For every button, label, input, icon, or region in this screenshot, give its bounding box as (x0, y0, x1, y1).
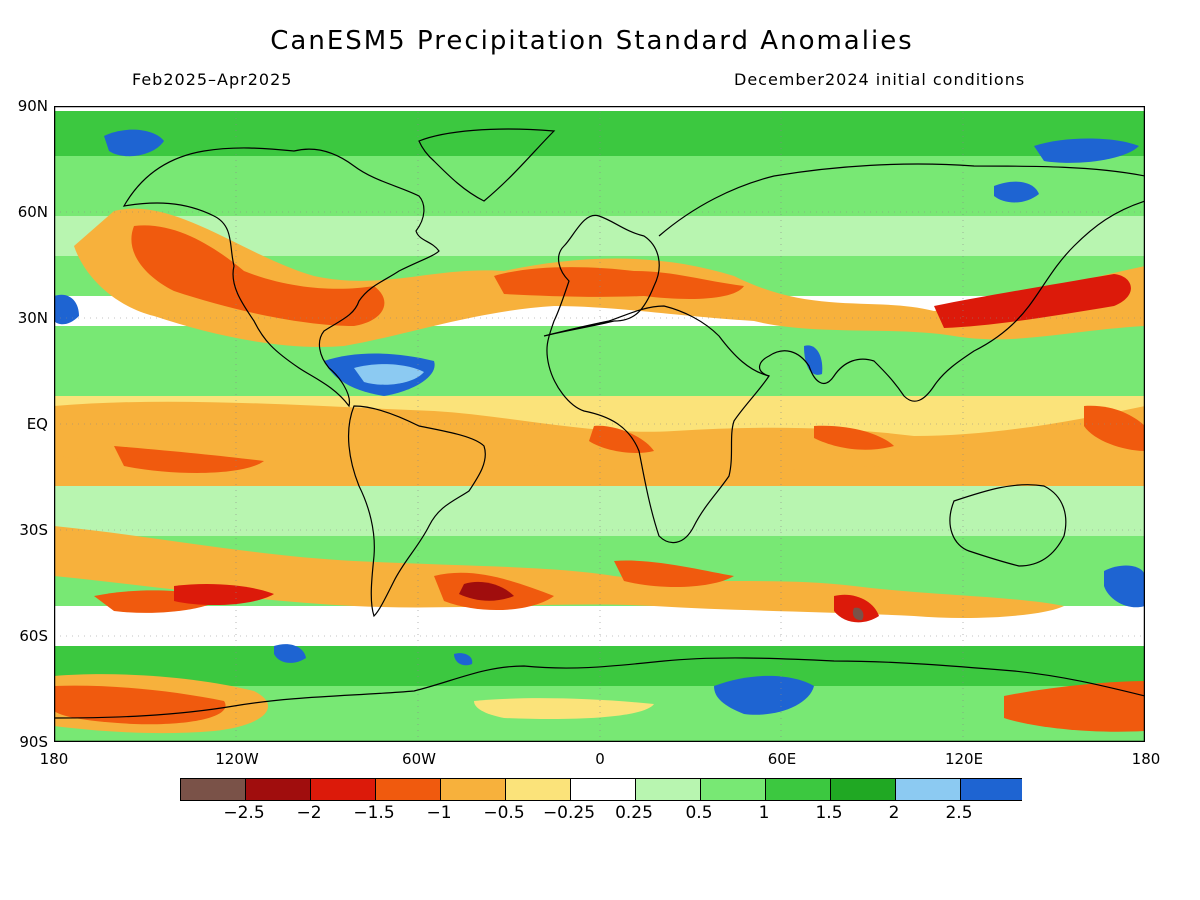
legend-swatch (700, 778, 766, 801)
greenland-coast (418, 128, 556, 202)
north-america-coast (122, 147, 440, 408)
legend-label: 2.5 (945, 803, 973, 823)
legend-swatch (375, 778, 441, 801)
legend-swatch (180, 778, 246, 801)
lon-label-120w: 120W (215, 750, 259, 768)
legend-swatch (570, 778, 636, 801)
asia-coast (658, 163, 1145, 402)
lon-label-60e: 60E (767, 750, 797, 768)
lon-label-180e: 180 (1131, 750, 1161, 768)
lat-label-90n: 90N (17, 97, 48, 115)
legend-label: 1 (758, 803, 770, 823)
anomaly-map (54, 106, 1145, 742)
legend-label: 2 (888, 803, 900, 823)
legend-swatch (960, 778, 1022, 801)
legend-swatch (895, 778, 961, 801)
forecast-period: Feb2025–Apr2025 (132, 70, 293, 89)
legend-swatch (765, 778, 831, 801)
legend-label: 1.5 (815, 803, 843, 823)
lon-label-180w: 180 (39, 750, 69, 768)
lat-label-90s: 90S (19, 733, 48, 751)
legend-label: 0.25 (615, 803, 653, 823)
legend-swatch (830, 778, 896, 801)
legend-label: −2.5 (223, 803, 265, 823)
australia-coast (949, 484, 1067, 567)
legend-swatch (245, 778, 311, 801)
legend-label: −2 (296, 803, 322, 823)
antarctica-coast (54, 657, 1145, 719)
legend-label: −0.25 (542, 803, 596, 823)
europe-africa-coast (543, 214, 770, 544)
legend-swatch (440, 778, 506, 801)
map-frame (54, 106, 1145, 742)
lat-label-eq: EQ (26, 415, 48, 433)
anomaly-fields (54, 111, 1145, 742)
legend-swatch (310, 778, 376, 801)
coastlines (54, 128, 1145, 719)
lon-label-120e: 120E (944, 750, 984, 768)
legend-colorbar (180, 778, 1022, 801)
legend-label: −1.5 (353, 803, 395, 823)
legend-label: −1 (426, 803, 452, 823)
legend-label: −0.5 (483, 803, 525, 823)
legend-label: 0.5 (685, 803, 713, 823)
lon-label-60w: 60W (402, 750, 436, 768)
lon-label-0: 0 (595, 750, 605, 768)
lat-label-60n: 60N (17, 203, 48, 221)
lat-label-60s: 60S (19, 627, 48, 645)
initial-conditions: December2024 initial conditions (734, 70, 1026, 89)
graticule (54, 106, 1145, 742)
lat-label-30n: 30N (17, 309, 48, 327)
lat-label-30s: 30S (19, 521, 48, 539)
south-america-coast (347, 405, 486, 618)
legend-swatch (505, 778, 571, 801)
map-title: CanESM5 Precipitation Standard Anomalies (270, 26, 914, 56)
legend-swatch (635, 778, 701, 801)
